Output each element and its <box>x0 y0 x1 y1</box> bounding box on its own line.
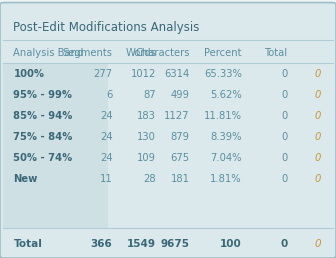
Text: 75% - 84%: 75% - 84% <box>13 132 73 142</box>
Text: 0: 0 <box>314 111 321 121</box>
Text: 0: 0 <box>281 111 287 121</box>
Text: 65.33%: 65.33% <box>204 69 242 78</box>
Text: 0: 0 <box>280 239 287 249</box>
Text: Total: Total <box>13 239 42 249</box>
Text: 366: 366 <box>91 239 113 249</box>
Text: Percent: Percent <box>204 48 242 58</box>
Text: Analysis Band: Analysis Band <box>13 48 84 58</box>
Text: 85% - 94%: 85% - 94% <box>13 111 73 121</box>
Text: 87: 87 <box>143 90 156 100</box>
Text: 9675: 9675 <box>161 239 190 249</box>
Text: 28: 28 <box>143 174 156 184</box>
Text: 1.81%: 1.81% <box>210 174 242 184</box>
Text: Characters: Characters <box>135 48 190 58</box>
Text: 24: 24 <box>100 132 113 142</box>
Text: 8.39%: 8.39% <box>210 132 242 142</box>
FancyBboxPatch shape <box>0 3 336 258</box>
Text: 95% - 99%: 95% - 99% <box>13 90 73 100</box>
Text: 0: 0 <box>281 132 287 142</box>
Text: 11.81%: 11.81% <box>204 111 242 121</box>
Text: 11: 11 <box>100 174 113 184</box>
Text: 183: 183 <box>137 111 156 121</box>
Text: 6: 6 <box>106 90 113 100</box>
Text: 1127: 1127 <box>164 111 190 121</box>
Text: 0: 0 <box>281 174 287 184</box>
Text: 0: 0 <box>314 69 321 78</box>
Bar <box>3 63 108 228</box>
Text: 0: 0 <box>314 174 321 184</box>
Text: 181: 181 <box>171 174 190 184</box>
Text: 7.04%: 7.04% <box>210 153 242 163</box>
Text: 1012: 1012 <box>131 69 156 78</box>
Text: 879: 879 <box>171 132 190 142</box>
Text: 0: 0 <box>281 69 287 78</box>
Text: 0: 0 <box>281 153 287 163</box>
Text: 24: 24 <box>100 111 113 121</box>
Text: 50% - 74%: 50% - 74% <box>13 153 73 163</box>
Text: 1549: 1549 <box>127 239 156 249</box>
Text: 109: 109 <box>137 153 156 163</box>
Text: Segments: Segments <box>62 48 113 58</box>
Text: 130: 130 <box>137 132 156 142</box>
Text: 100%: 100% <box>13 69 44 78</box>
Text: 0: 0 <box>314 153 321 163</box>
Text: Words: Words <box>125 48 156 58</box>
Text: Post-Edit Modifications Analysis: Post-Edit Modifications Analysis <box>13 21 200 34</box>
Text: 0: 0 <box>314 90 321 100</box>
Text: 277: 277 <box>93 69 113 78</box>
Text: 675: 675 <box>171 153 190 163</box>
Text: 6314: 6314 <box>165 69 190 78</box>
Text: New: New <box>13 174 38 184</box>
Text: Total: Total <box>264 48 287 58</box>
Text: 5.62%: 5.62% <box>210 90 242 100</box>
Text: 0: 0 <box>314 239 321 249</box>
Text: 0: 0 <box>314 132 321 142</box>
Text: 499: 499 <box>171 90 190 100</box>
Text: 24: 24 <box>100 153 113 163</box>
Text: 100: 100 <box>220 239 242 249</box>
Text: 0: 0 <box>281 90 287 100</box>
